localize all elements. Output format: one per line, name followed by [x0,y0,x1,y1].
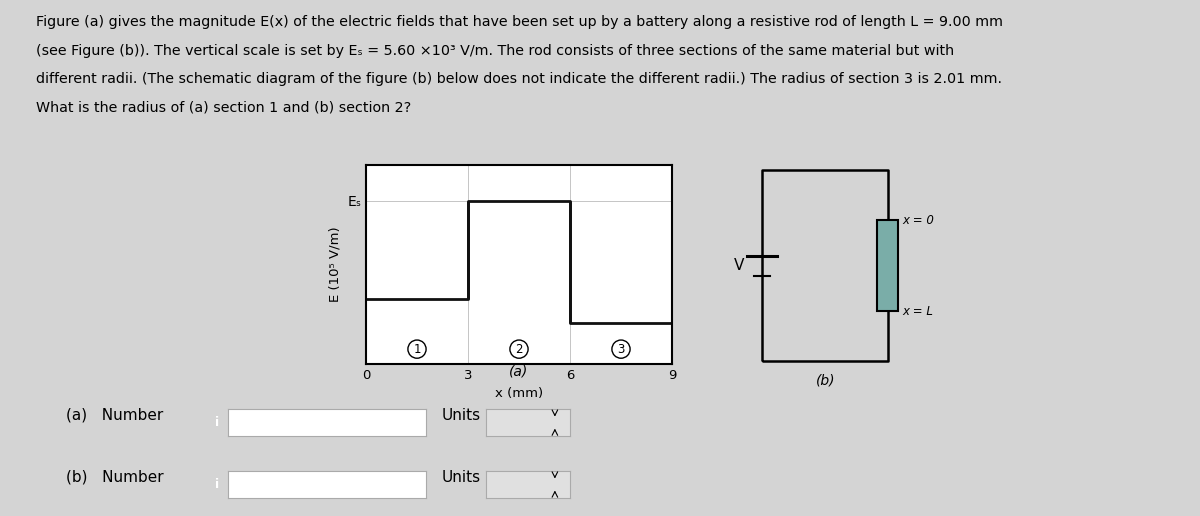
Text: 3: 3 [617,343,625,356]
Text: (see Figure (b)). The vertical scale is set by Eₛ = 5.60 ×10³ V/m. The rod consi: (see Figure (b)). The vertical scale is … [36,44,954,58]
Text: different radii. (The schematic diagram of the figure (b) below does not indicat: different radii. (The schematic diagram … [36,72,1002,86]
Text: (a)   Number: (a) Number [66,408,163,423]
Text: Figure (a) gives the magnitude E(x) of the electric fields that have been set up: Figure (a) gives the magnitude E(x) of t… [36,15,1003,29]
Text: (b)   Number: (b) Number [66,470,163,485]
Text: 2: 2 [515,343,523,356]
Text: i: i [215,478,220,491]
Text: x = 0: x = 0 [902,214,935,227]
Text: Units: Units [442,470,481,485]
Y-axis label: E (10⁵ V/m): E (10⁵ V/m) [329,227,342,302]
Text: What is the radius of (a) section 1 and (b) section 2?: What is the radius of (a) section 1 and … [36,101,412,115]
Bar [877,220,899,311]
Text: x = L: x = L [902,304,934,318]
Text: Units: Units [442,408,481,423]
Text: V: V [733,258,744,273]
Text: 1: 1 [413,343,421,356]
Text: (b): (b) [816,374,835,388]
X-axis label: x (mm): x (mm) [494,387,544,400]
Text: (a): (a) [509,364,528,378]
Text: i: i [215,416,220,429]
